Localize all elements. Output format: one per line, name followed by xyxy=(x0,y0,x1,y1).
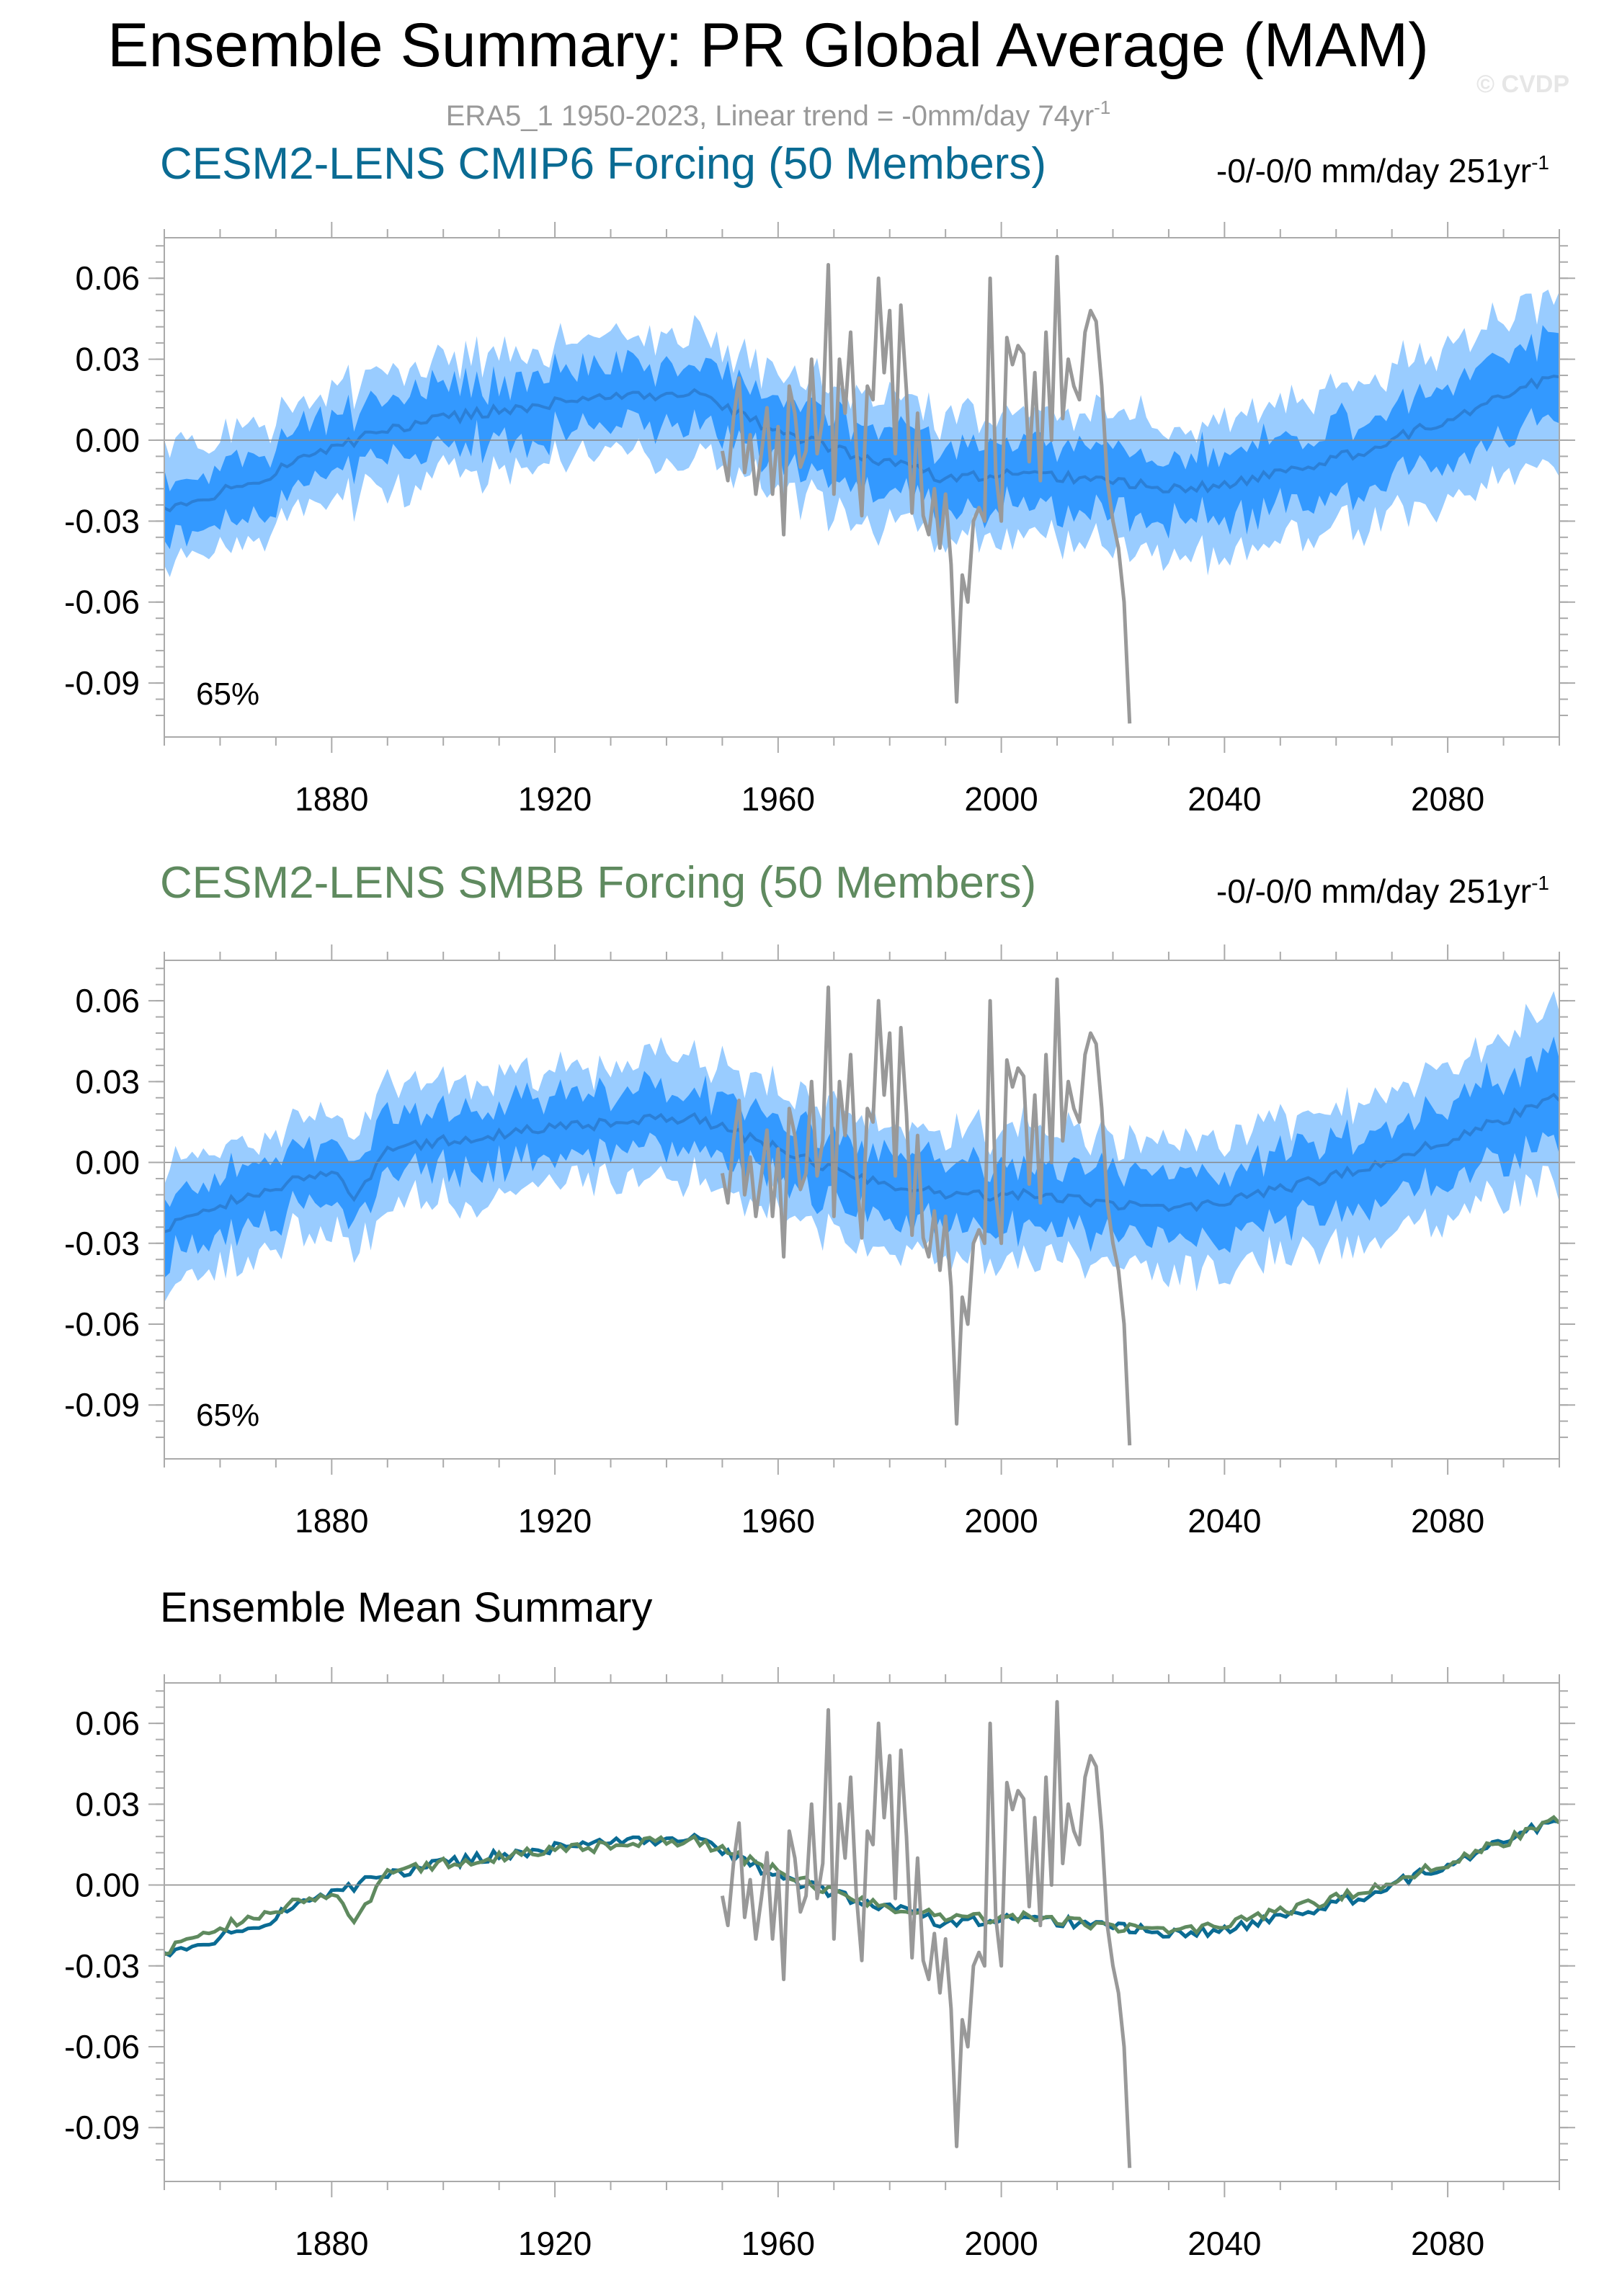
panel-smbb-trend: -0/-0/0 mm/day 251yr-1 xyxy=(1216,872,1549,910)
cmip6-frame xyxy=(164,237,1560,738)
smbb-xtick-label: 2000 xyxy=(964,1502,1038,1540)
panel-smbb-trend-sup: -1 xyxy=(1531,872,1549,894)
observation-note-text: ERA5_1 1950-2023, Linear trend = -0mm/da… xyxy=(446,100,1094,132)
plot-cmip6: 1880 1920 1960 2000 2040 2080 0.06 0.03 0.00 -0.0… xyxy=(64,222,1575,818)
cmip6-ytick-label: -0.06 xyxy=(64,584,140,621)
mean-ytick-label: -0.03 xyxy=(64,1947,140,1985)
watermark: © CVDP xyxy=(1476,71,1569,98)
cmip6-ytick-label: -0.03 xyxy=(64,502,140,540)
smbb-ensemble-mean-line xyxy=(164,1092,1561,1233)
mean-ytick-label: -0.09 xyxy=(64,2109,140,2146)
panel-smbb-percent: 65% xyxy=(196,1398,259,1433)
mean-xtick-label: 1960 xyxy=(741,2225,815,2262)
smbb-inner-range-band xyxy=(164,1036,1559,1278)
panel-cmip6-trend: -0/-0/0 mm/day 251yr-1 xyxy=(1216,151,1549,189)
mean-xtick-label: 1880 xyxy=(295,2225,368,2262)
cmip6-xtick-label: 1920 xyxy=(518,780,592,818)
cmip6-ytick-label: 0.03 xyxy=(75,341,140,378)
cmip6-observation-line xyxy=(720,254,1132,724)
smbb-observation-line xyxy=(720,977,1132,1446)
smbb-ytick-label: 0.00 xyxy=(75,1144,140,1181)
mean-xtick-label: 2080 xyxy=(1411,2225,1484,2262)
panel-smbb-title: CESM2-LENS SMBB Forcing (50 Members) xyxy=(160,858,1036,908)
plot-ensemble-mean: 1880 1920 1960 2000 2040 2080 0.06 0.03 0.00 -0.0… xyxy=(64,1667,1575,2262)
mean-observation-line xyxy=(720,1699,1132,2168)
mean-smbb-line xyxy=(164,1815,1561,1957)
mean-ytick-label: 0.06 xyxy=(75,1705,140,1742)
cmip6-xtick-label: 2080 xyxy=(1411,780,1484,818)
panel-smbb-trend-text: -0/-0/0 mm/day 251yr xyxy=(1216,872,1531,910)
panel-cmip6-title: CESM2-LENS CMIP6 Forcing (50 Members) xyxy=(160,139,1046,189)
cmip6-xtick-label: 2000 xyxy=(964,780,1038,818)
figure-title: Ensemble Summary: PR Global Average (MAM… xyxy=(107,11,1429,80)
cmip6-xtick-label: 1960 xyxy=(741,780,815,818)
cmip6-ytick-label: -0.09 xyxy=(64,664,140,702)
cmip6-xtick-label: 2040 xyxy=(1188,780,1261,818)
cmip6-xtick-label: 1880 xyxy=(295,780,368,818)
smbb-ytick-label: 0.03 xyxy=(75,1063,140,1100)
observation-note: ERA5_1 1950-2023, Linear trend = -0mm/da… xyxy=(446,97,1111,132)
panel-cmip6-trend-text: -0/-0/0 mm/day 251yr xyxy=(1216,152,1531,189)
mean-frame xyxy=(164,1682,1560,2182)
panel-cmip6-percent: 65% xyxy=(196,676,259,712)
mean-ytick-label: 0.00 xyxy=(75,1867,140,1904)
mean-xtick-label: 2040 xyxy=(1188,2225,1261,2262)
cmip6-ytick-label: 0.06 xyxy=(75,259,140,297)
mean-ytick-label: 0.03 xyxy=(75,1785,140,1823)
smbb-frame xyxy=(164,960,1560,1460)
panel-cmip6-trend-sup: -1 xyxy=(1531,151,1549,174)
observation-note-sup: -1 xyxy=(1094,97,1110,118)
panel-mean-title: Ensemble Mean Summary xyxy=(160,1584,652,1631)
cmip6-inner-range-band xyxy=(164,325,1559,550)
smbb-ytick-label: -0.06 xyxy=(64,1305,140,1343)
smbb-xtick-label: 1960 xyxy=(741,1502,815,1540)
cmip6-ytick-label: 0.00 xyxy=(75,421,140,459)
cmip6-ensemble-mean-line xyxy=(164,375,1560,513)
smbb-ytick-label: -0.03 xyxy=(64,1225,140,1262)
smbb-xtick-label: 2080 xyxy=(1411,1502,1484,1540)
smbb-ytick-label: -0.09 xyxy=(64,1386,140,1424)
smbb-xtick-label: 2040 xyxy=(1188,1502,1261,1540)
mean-ytick-label: -0.06 xyxy=(64,2028,140,2065)
mean-xtick-label: 1920 xyxy=(518,2225,592,2262)
plot-smbb: 1880 1920 1960 2000 2040 2080 0.06 0.03 0.00 -0.0… xyxy=(64,944,1575,1540)
smbb-xtick-label: 1920 xyxy=(518,1502,592,1540)
smbb-xtick-label: 1880 xyxy=(295,1502,368,1540)
mean-xtick-label: 2000 xyxy=(964,2225,1038,2262)
smbb-ytick-label: 0.06 xyxy=(75,982,140,1019)
